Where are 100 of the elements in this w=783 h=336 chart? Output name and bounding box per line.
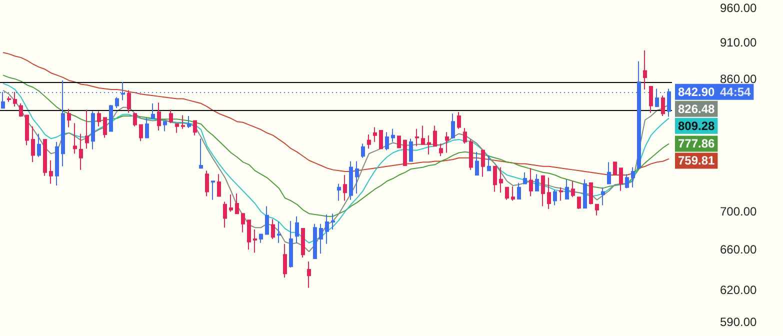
candlestick: [55, 141, 59, 186]
candlestick: [271, 218, 275, 240]
candlestick: [247, 220, 251, 250]
ref-line-label: 842.90: [678, 84, 716, 99]
candlestick: [307, 261, 311, 288]
candlestick: [73, 122, 77, 154]
candlestick: [655, 88, 659, 108]
candlestick: [475, 151, 479, 176]
data-label: 777.86: [678, 136, 716, 151]
candlestick: [493, 166, 497, 192]
candlestick: [79, 133, 83, 170]
candlestick: [523, 172, 527, 184]
candlestick: [7, 96, 11, 102]
candlestick: [649, 86, 653, 114]
candlestick: [571, 180, 575, 198]
candlestick: [115, 96, 119, 109]
candlestick: [631, 166, 635, 188]
candlestick: [613, 162, 617, 175]
candlestick: [397, 136, 401, 148]
candlestick: [559, 186, 563, 202]
candlestick: [379, 130, 383, 150]
candlestick: [481, 150, 485, 178]
candlestick: [25, 114, 29, 146]
candlestick: [139, 124, 143, 142]
candlestick: [577, 196, 581, 210]
candlestick: [223, 201, 227, 228]
candlestick: [553, 189, 557, 206]
candlestick: [607, 162, 611, 184]
y-tick-label: 860.00: [720, 72, 758, 86]
candlestick: [205, 170, 209, 197]
text: 44:54: [720, 84, 752, 99]
candlestick: [241, 213, 245, 233]
candlestick: [127, 90, 131, 114]
candlestick: [175, 123, 179, 134]
candlestick: [499, 166, 503, 194]
candlestick: [367, 134, 371, 150]
candlestick: [337, 183, 341, 202]
candlestick: [409, 138, 413, 162]
y-tick-label: 660.00: [720, 242, 758, 257]
candlestick: [325, 214, 329, 244]
candlestick: [97, 110, 101, 127]
candlestick: [253, 228, 257, 254]
candlestick: [457, 112, 461, 130]
candlestick: [505, 186, 509, 200]
candlestick: [13, 91, 17, 108]
candlestick: [157, 102, 161, 131]
candlestick: [547, 177, 551, 210]
candlestick: [187, 115, 191, 129]
candlestick: [181, 114, 185, 130]
candlestick: [343, 174, 347, 202]
line-series: [2, 52, 670, 176]
candlestick: [661, 95, 665, 116]
candlestick: [19, 102, 23, 118]
candlestick: [595, 204, 599, 216]
y-tick-label: 960.00: [720, 1, 758, 15]
candlestick: [109, 104, 113, 132]
candlestick: [229, 194, 233, 212]
candlestick: [565, 178, 569, 200]
candlestick: [535, 174, 539, 192]
candlestick: [433, 125, 437, 147]
candlestick: [145, 117, 149, 138]
candlestick: [199, 138, 203, 169]
candlestick: [163, 121, 167, 132]
candlestick: [625, 174, 629, 189]
candlestick: [301, 228, 305, 258]
candlestick: [313, 223, 317, 260]
candlestick: [193, 120, 197, 136]
candlestick: [529, 168, 533, 197]
candlestick: [445, 132, 449, 154]
candlestick: [103, 117, 107, 138]
candlestick: [349, 160, 353, 200]
candlestick: [517, 182, 521, 200]
candlestick: [463, 128, 467, 144]
candlestick: [295, 216, 299, 244]
candlestick: [283, 243, 287, 278]
candlestick: [385, 132, 389, 151]
data-label: 826.48: [678, 102, 716, 116]
candlestick: [85, 109, 89, 150]
data-label: 759.81: [678, 154, 716, 168]
candlestick: [667, 88, 671, 118]
line-series: [2, 74, 670, 217]
candlestick: [427, 134, 431, 155]
candlestick: [619, 168, 623, 192]
candlestick: [511, 186, 515, 202]
candlestick: [643, 50, 647, 90]
data-label: 809.28: [678, 118, 716, 133]
candlestick: [361, 143, 365, 158]
candlestick: [49, 160, 53, 184]
y-tick-label: 620.00: [720, 283, 758, 298]
candlestick: [43, 138, 47, 176]
candlestick: [487, 154, 491, 172]
candlestick: [355, 160, 359, 194]
y-tick-label: 590.00: [720, 315, 758, 329]
candlestick: [541, 175, 545, 207]
candlestick: [211, 180, 215, 200]
y-tick-label: 700.00: [720, 204, 758, 219]
candlestick: [31, 126, 35, 163]
candlestick: [391, 128, 395, 142]
candlestick: [91, 110, 95, 150]
candlestick: [235, 193, 239, 214]
